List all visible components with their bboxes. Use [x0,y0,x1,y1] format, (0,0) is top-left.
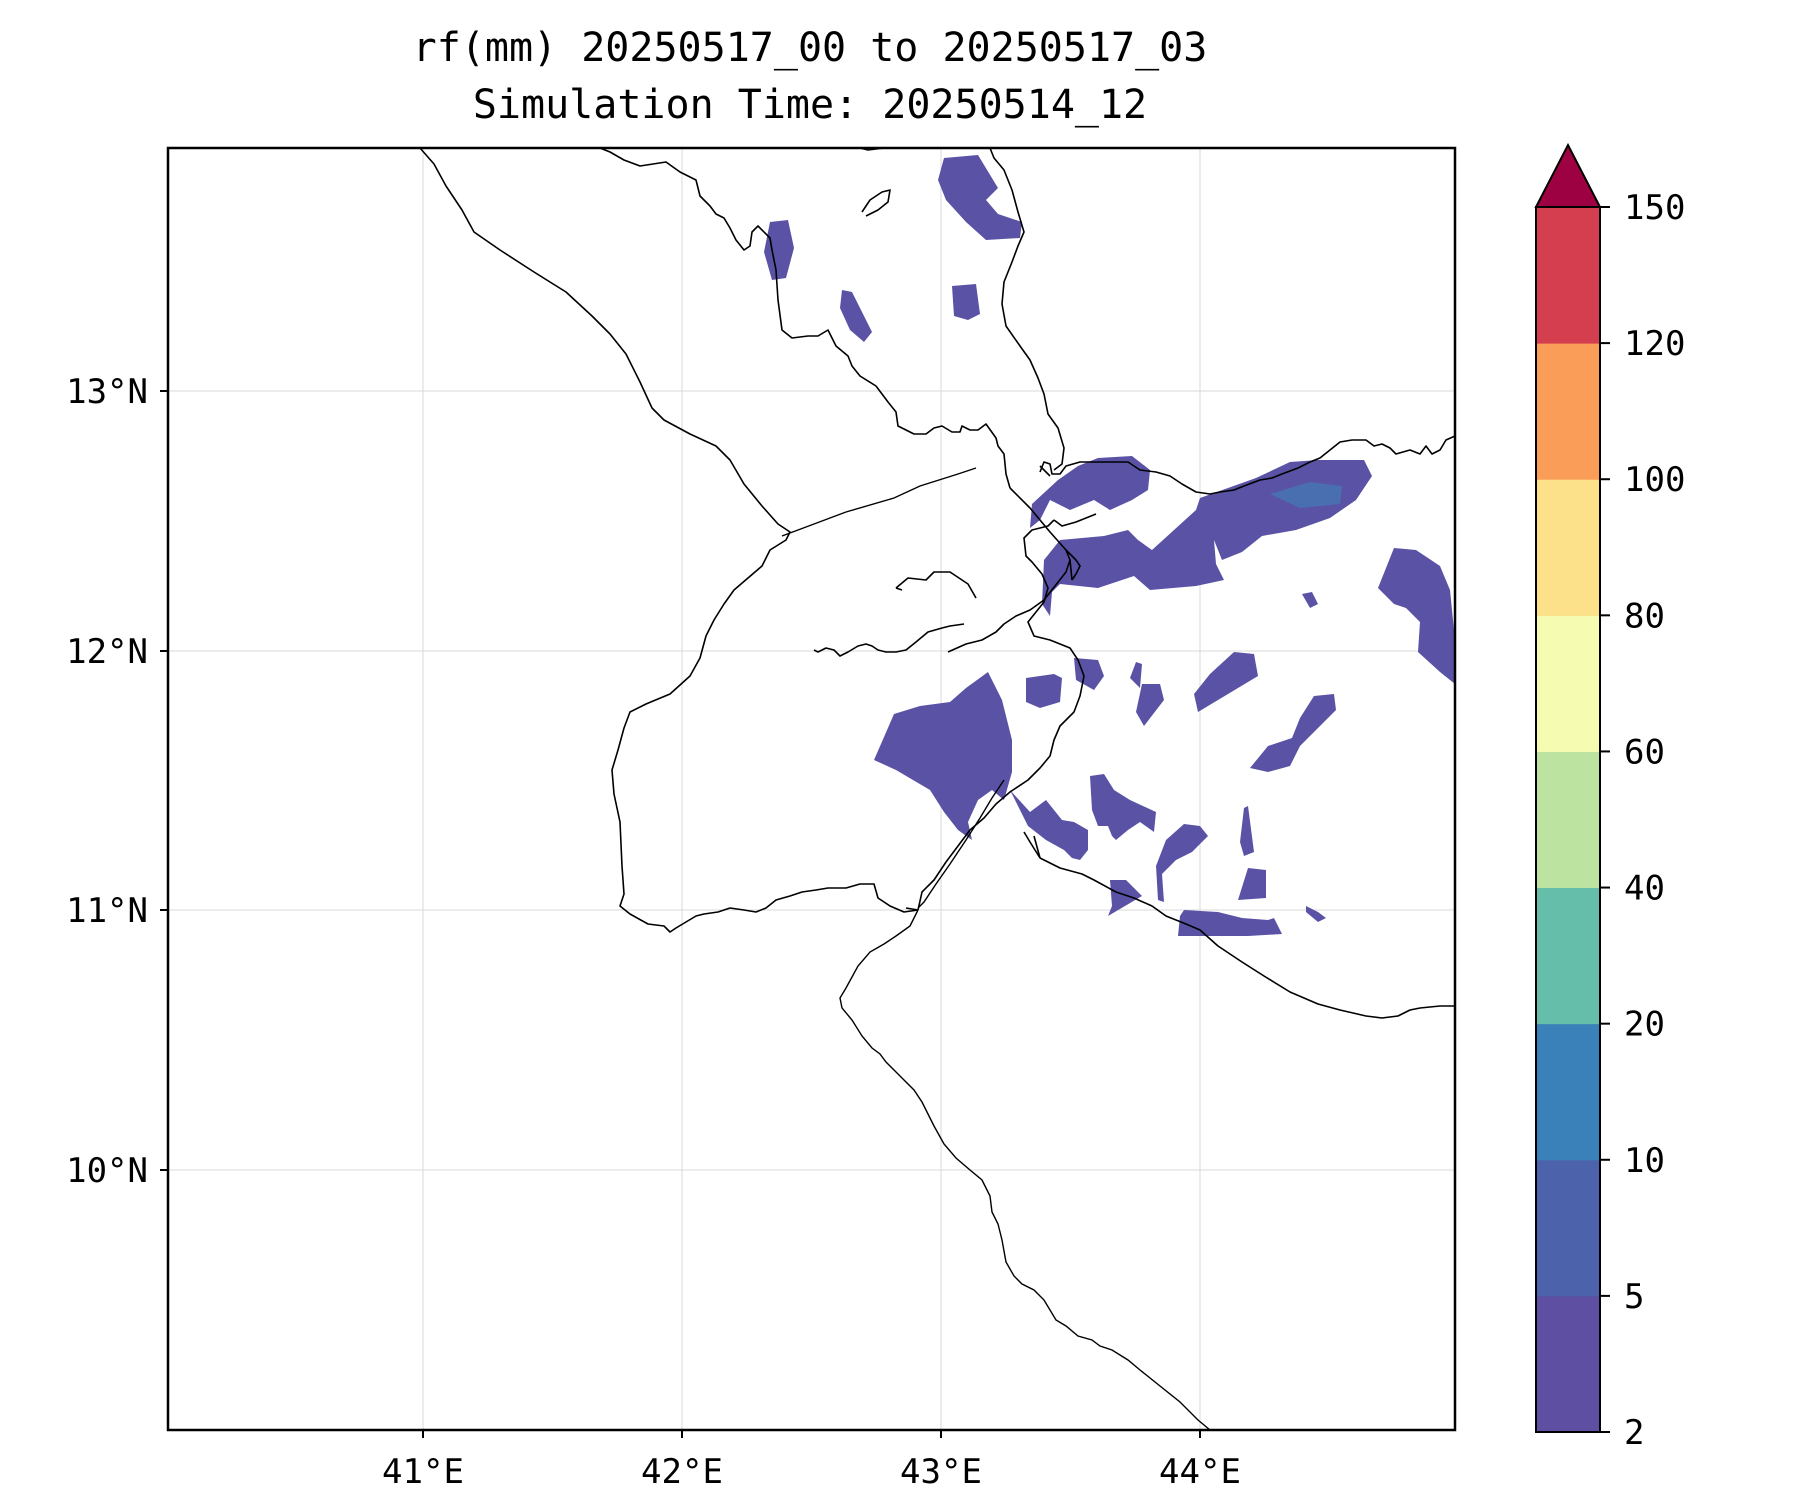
colorbar-frame [1535,206,1601,1433]
map-background [168,148,1455,1430]
colorbar-segment [1536,1159,1600,1297]
colorbar-tick-label: 20 [1624,1005,1665,1045]
map-title-line1: rf(mm) 20250517_00 to 20250517_03 [413,25,1208,71]
x-tick-label: 44°E [1159,1452,1241,1492]
colorbar-segment [1536,343,1600,480]
colorbar-extend-arrow [1534,142,1602,208]
colorbar-segment [1536,1023,1600,1161]
x-tick-label: 41°E [382,1452,464,1492]
colorbar-tick-label: 120 [1624,324,1685,364]
colorbar: 2 5 10 20 40 60 80 100 120 150 [1534,142,1685,1453]
colorbar-segment [1536,207,1600,344]
y-tick-labels: 13°N 12°N 11°N 10°N [66,372,148,1191]
y-tick-label: 13°N [66,372,148,412]
colorbar-tick-label: 100 [1624,460,1685,500]
colorbar-tick-label: 5 [1624,1277,1644,1317]
coastlines [410,147,1456,1019]
x-tick-labels: 41°E 42°E 43°E 44°E [382,1452,1241,1492]
colorbar-segment [1536,887,1600,1025]
colorbar-tick-label: 80 [1624,596,1665,636]
colorbar-segment [1536,1295,1600,1433]
colorbar-tick-label: 40 [1624,869,1665,909]
colorbar-segment [1536,615,1600,752]
country-borders [781,467,1211,1431]
y-tick-label: 12°N [66,632,148,672]
colorbar-segment [1536,479,1600,616]
colorbar-tick-label: 2 [1624,1413,1644,1453]
colorbar-tick-label: 10 [1624,1141,1665,1181]
colorbar-tick-label: 60 [1624,732,1665,772]
tick-marks [160,390,1201,1438]
map-title-line2: Simulation Time: 20250514_12 [473,82,1147,128]
x-tick-label: 43°E [900,1452,982,1492]
x-tick-label: 42°E [641,1452,723,1492]
map-frame [166,146,1457,1432]
y-tick-label: 10°N [66,1151,148,1191]
colorbar-segment [1536,751,1600,889]
colorbar-tick-label: 150 [1624,188,1685,228]
y-tick-label: 11°N [66,891,148,931]
rainfall-contours [764,155,1455,936]
map-panel: 41°E 42°E 43°E 44°E 13°N 12°N 11°N 10°N [66,146,1457,1492]
